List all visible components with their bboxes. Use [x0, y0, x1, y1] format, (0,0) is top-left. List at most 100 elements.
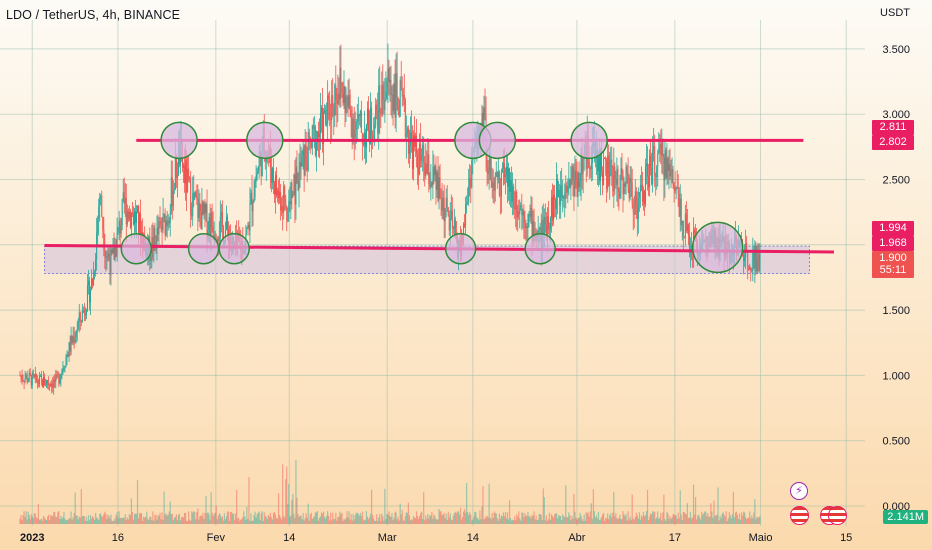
- volume-bar: [241, 519, 243, 524]
- volume-bar: [448, 517, 450, 524]
- candle-body: [493, 182, 495, 191]
- candle-body: [132, 214, 134, 225]
- volume-bar: [504, 512, 507, 524]
- candle-body: [466, 203, 468, 205]
- candle-body: [81, 310, 83, 323]
- volume-bar: [313, 516, 315, 524]
- candle-body: [631, 182, 633, 204]
- volume-bar: [148, 520, 150, 524]
- candle-body: [521, 204, 523, 216]
- candle-body: [311, 125, 313, 148]
- volume-bar: [74, 492, 76, 524]
- volume-bar: [631, 494, 633, 524]
- us-flag-event-icon-3[interactable]: [828, 506, 847, 525]
- time-tick-label: Maio: [749, 532, 773, 544]
- volume-bar: [258, 511, 260, 524]
- volume-bar: [618, 517, 620, 524]
- candle-body: [468, 185, 470, 203]
- candle-body: [61, 369, 63, 374]
- candle-body: [97, 219, 99, 233]
- volume-bar: [405, 512, 407, 524]
- candle-body: [366, 108, 368, 125]
- candle-body: [67, 355, 69, 357]
- candle-body: [424, 162, 426, 177]
- time-tick-label: Fev: [207, 532, 226, 544]
- volume-bar: [467, 511, 469, 524]
- volume-bar: [740, 512, 743, 524]
- candle-body: [517, 211, 519, 218]
- volume-bar: [495, 513, 497, 524]
- volume-bar: [146, 511, 148, 524]
- candle-body: [425, 163, 427, 177]
- candle-body: [618, 191, 620, 198]
- volume-bar: [681, 519, 683, 524]
- volume-bar: [707, 513, 709, 524]
- resistance-circle-mark: [160, 121, 198, 160]
- candle-body: [45, 384, 47, 386]
- us-flag-event-icon[interactable]: [790, 506, 809, 525]
- volume-bar: [621, 519, 623, 524]
- volume-bar: [154, 515, 156, 524]
- candle-body: [190, 177, 192, 215]
- volume-bar: [198, 519, 200, 524]
- lightning-event-icon[interactable]: ⚡: [790, 482, 808, 500]
- volume-bar: [594, 517, 597, 524]
- candle-body: [663, 157, 665, 181]
- candle-body: [632, 203, 634, 213]
- volume-bar: [677, 512, 679, 524]
- candle-body: [389, 79, 391, 83]
- volume-bar: [391, 513, 393, 524]
- volume-bar: [76, 515, 78, 524]
- candle-body: [19, 375, 21, 377]
- volume-bar: [586, 513, 588, 524]
- candle-body: [432, 166, 434, 186]
- volume-bar: [602, 512, 605, 524]
- support-circle-mark: [120, 232, 153, 265]
- volume-bar: [468, 515, 470, 524]
- candle-body: [133, 211, 135, 225]
- volume-bar: [694, 496, 697, 524]
- volume-bar: [444, 518, 446, 524]
- volume-bar: [481, 506, 483, 524]
- volume-bar: [685, 514, 687, 524]
- candle-body: [177, 143, 179, 176]
- volume-bar: [238, 517, 240, 524]
- volume-bar: [606, 518, 608, 524]
- volume-bar: [330, 512, 332, 524]
- volume-bar: [596, 518, 599, 524]
- volume-bar: [434, 515, 436, 524]
- volume-bar: [235, 513, 237, 524]
- candle-body: [85, 309, 87, 316]
- candle-body: [610, 159, 612, 162]
- candle-body: [51, 383, 53, 387]
- volume-bar: [499, 518, 501, 524]
- volume-bar: [333, 518, 335, 524]
- volume-bar: [587, 512, 589, 524]
- candle-body: [397, 97, 399, 112]
- volume-bar: [466, 482, 468, 524]
- candle-body: [549, 218, 551, 230]
- volume-bar: [608, 519, 610, 524]
- volume-bar: [24, 516, 26, 524]
- candle-body: [65, 357, 67, 368]
- candle-body: [683, 236, 685, 238]
- candle-body: [346, 96, 348, 98]
- candle-body: [525, 226, 527, 229]
- volume-bar: [39, 519, 42, 524]
- volume-bar: [423, 492, 425, 524]
- volume-bar: [125, 519, 127, 524]
- volume-bar: [283, 515, 285, 524]
- candle-body: [411, 141, 413, 169]
- volume-bar: [406, 512, 408, 524]
- volume-bar: [153, 520, 155, 524]
- candle-body: [409, 132, 411, 146]
- volume-bar: [316, 511, 319, 524]
- candle-body: [487, 167, 489, 174]
- candle-body: [529, 214, 531, 217]
- volume-bar: [38, 519, 41, 524]
- candle-body: [650, 155, 652, 168]
- candle-body: [55, 374, 57, 382]
- volume-bar: [361, 511, 363, 524]
- candle-body: [295, 166, 297, 205]
